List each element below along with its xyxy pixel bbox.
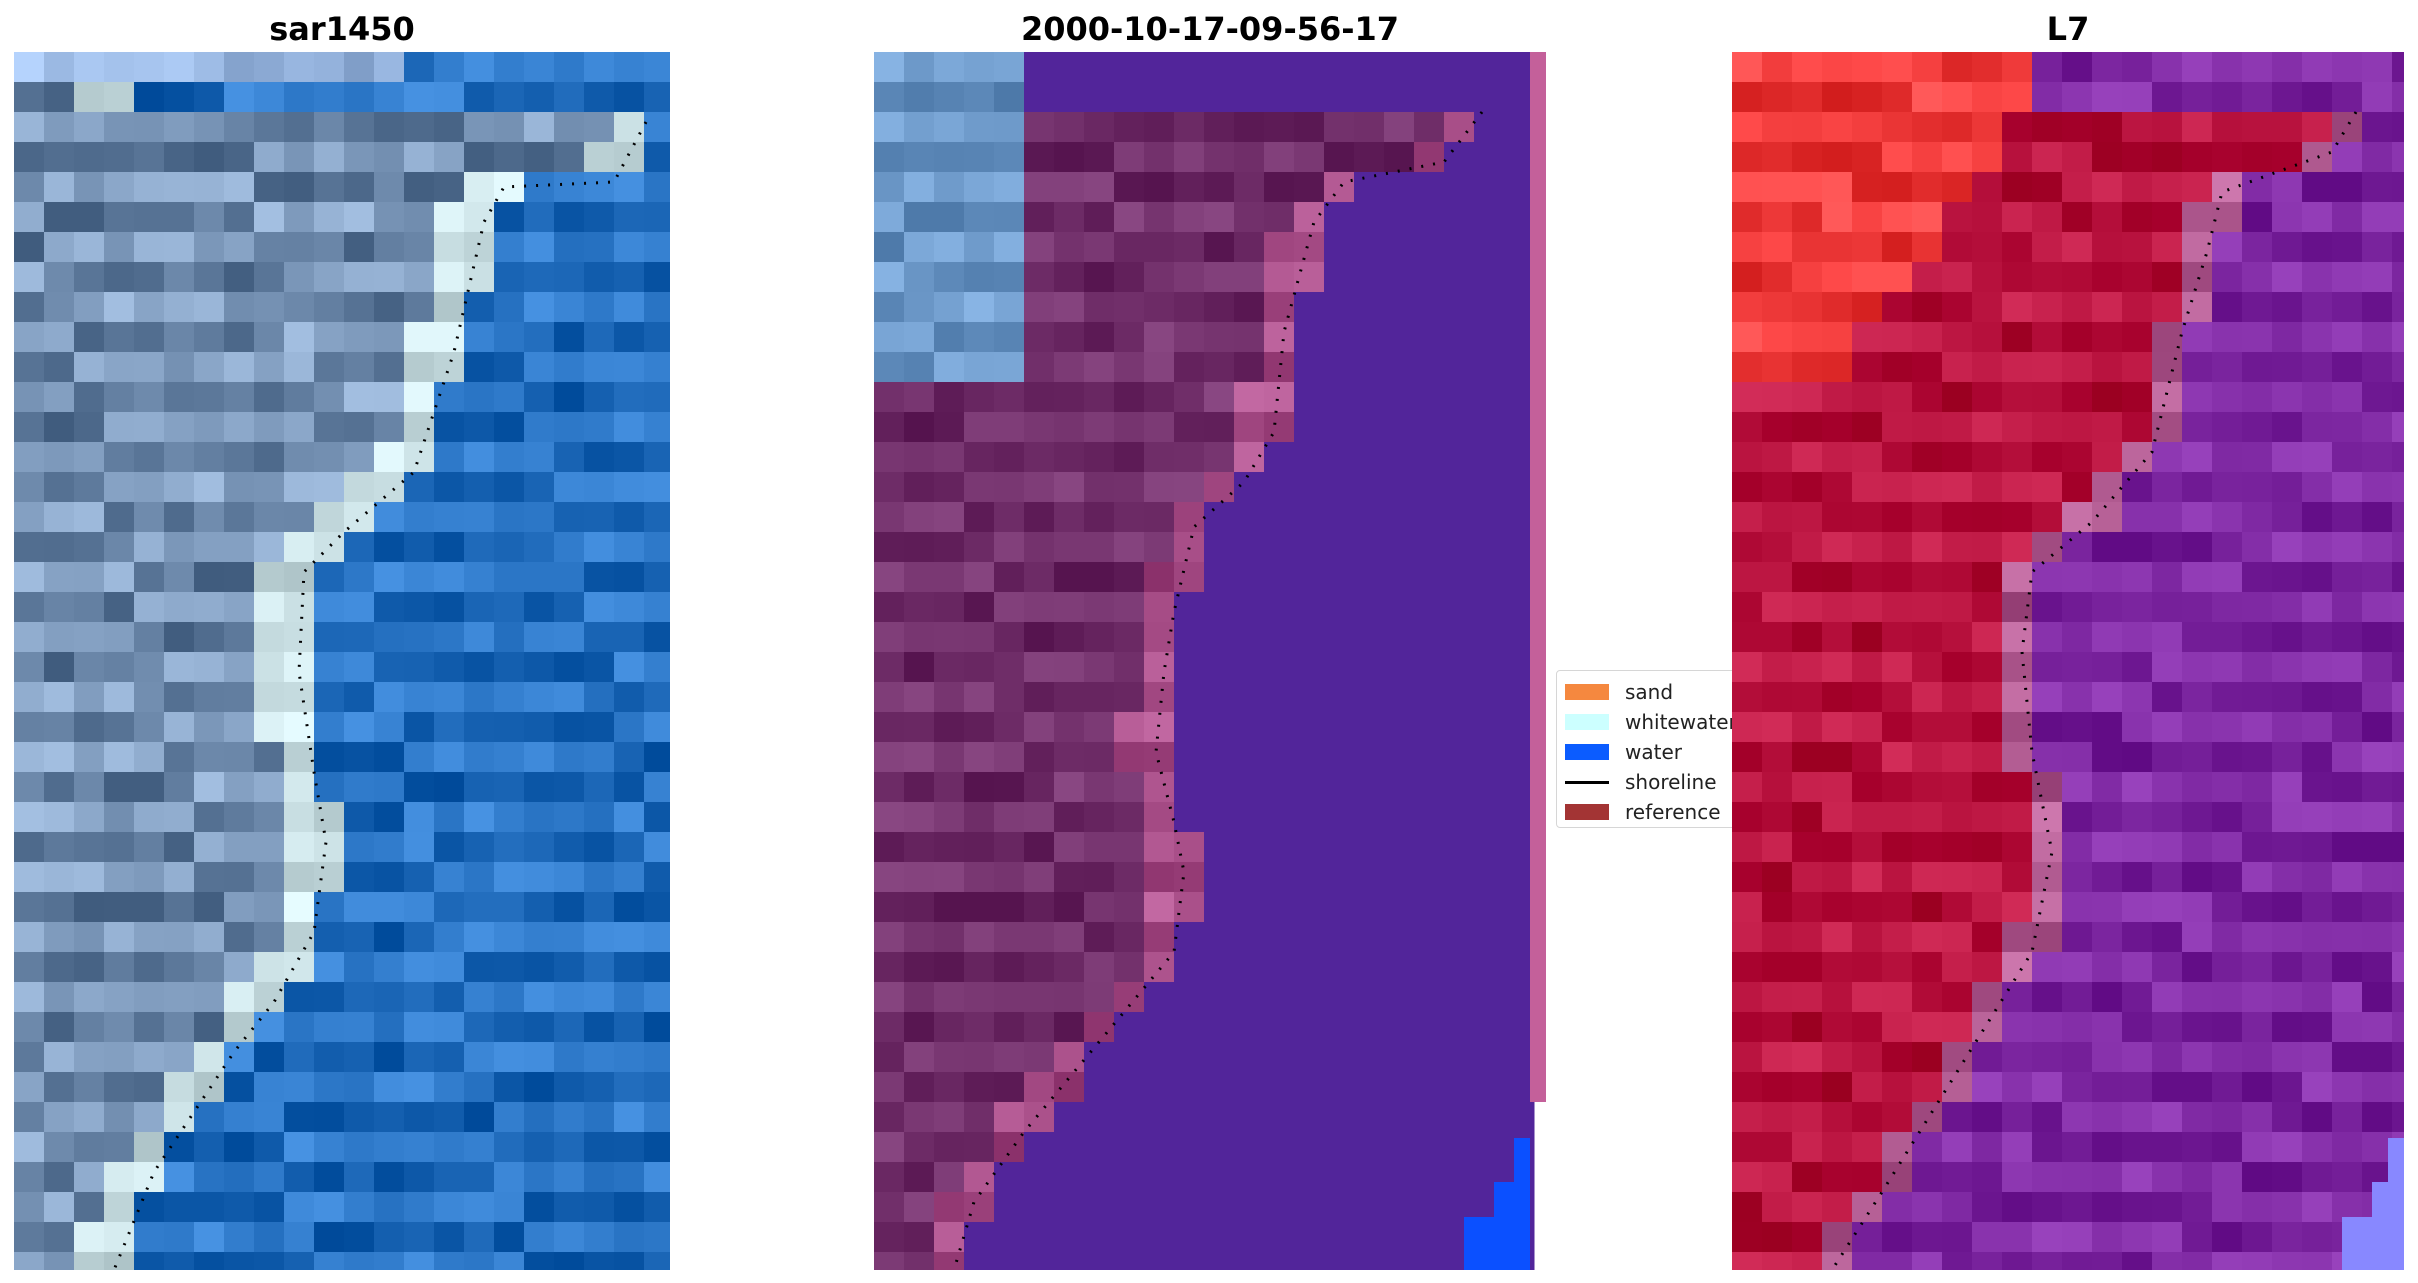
right-edge-strip xyxy=(1530,52,1546,1102)
legend-label: water xyxy=(1625,740,1682,764)
legend-label: whitewater xyxy=(1625,710,1737,734)
legend-label: shoreline xyxy=(1625,770,1717,794)
panel-title-date: 2000-10-17-09-56-17 xyxy=(1020,10,1400,48)
water-corner xyxy=(1464,1138,1530,1270)
panel-title-l7: L7 xyxy=(2046,10,2090,48)
legend-item-shoreline: shoreline xyxy=(1565,767,1739,797)
legend-swatch-whitewater xyxy=(1565,714,1609,730)
legend-label: sand xyxy=(1625,680,1674,704)
legend-label: reference xyxy=(1625,800,1721,824)
legend-item-whitewater: whitewater xyxy=(1565,707,1739,737)
legend-swatch-water xyxy=(1565,744,1609,760)
legend-swatch-reference xyxy=(1565,804,1609,820)
false-color-image xyxy=(1732,52,2404,1270)
legend-swatch-sand xyxy=(1565,684,1609,700)
shoreline-dotted xyxy=(1830,111,2358,1270)
pixel-grid xyxy=(874,52,1535,1270)
legend: sand whitewater water shoreline reference xyxy=(1556,670,1740,828)
pixel-grid xyxy=(14,52,670,1270)
legend-item-reference: reference xyxy=(1565,797,1739,827)
legend-swatch-shoreline xyxy=(1565,780,1609,784)
satellite-image-rgb xyxy=(14,52,670,1270)
classified-image xyxy=(874,52,1546,1270)
panel-title-sar1450: sar1450 xyxy=(269,10,415,48)
corner-patch xyxy=(2342,1138,2404,1270)
legend-item-sand: sand xyxy=(1565,677,1739,707)
pixel-grid xyxy=(1732,52,2404,1270)
legend-item-water: water xyxy=(1565,737,1739,767)
